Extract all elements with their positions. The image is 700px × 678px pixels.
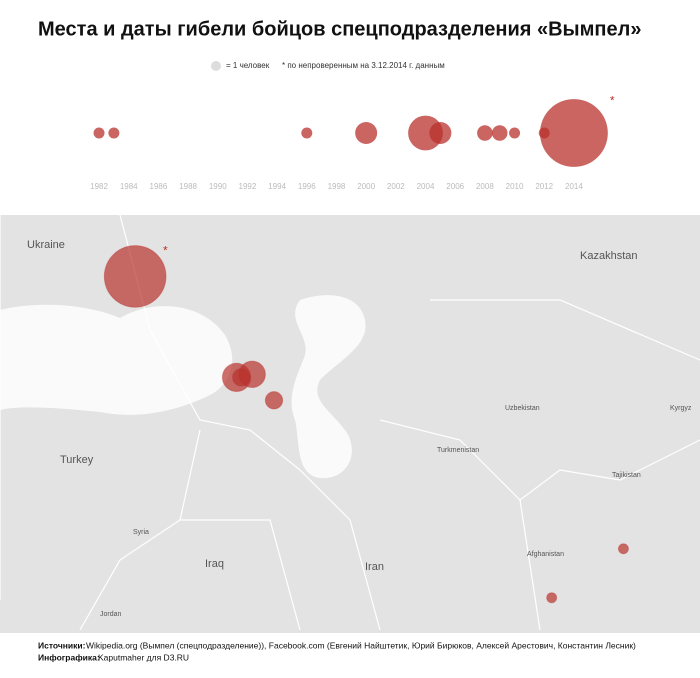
country-label: Iran bbox=[365, 561, 384, 573]
country-label: Iraq bbox=[205, 558, 224, 570]
x-tick-label: 2004 bbox=[417, 182, 435, 191]
country-label: Turkmenistan bbox=[437, 447, 479, 454]
map: Ukraine Kazakhstan Turkey Iraq Iran Afgh… bbox=[0, 214, 700, 633]
timeline: 1982 1984 1986 1988 1990 1992 1994 1996 1998 2000… bbox=[90, 93, 615, 191]
country-label: Uzbekistan bbox=[505, 405, 540, 412]
x-tick-label: 1982 bbox=[90, 182, 108, 191]
bubble bbox=[429, 122, 452, 144]
caspian-sea bbox=[291, 295, 366, 479]
x-tick-label: 2008 bbox=[476, 182, 494, 191]
note: * по непроверенным на 3.12.2014 г. данны… bbox=[282, 61, 445, 70]
country-label: Turkey bbox=[60, 454, 94, 466]
x-tick-label: 1994 bbox=[268, 182, 286, 191]
country-label: Kazakhstan bbox=[580, 250, 637, 262]
bubble bbox=[617, 543, 629, 555]
x-tick-label: 2012 bbox=[535, 182, 553, 191]
bubble bbox=[491, 125, 508, 141]
country-label: Tajikistan bbox=[612, 472, 641, 479]
x-tick-label: 2002 bbox=[387, 182, 405, 191]
x-tick-label: 1984 bbox=[120, 182, 138, 191]
sources-label: Источники: bbox=[38, 640, 86, 650]
title: Места и даты гибели бойцов спецподраздел… bbox=[38, 18, 641, 40]
bubble bbox=[264, 391, 284, 410]
country-label: Kyrgyz bbox=[670, 405, 692, 412]
bubble bbox=[103, 245, 167, 308]
bubble bbox=[355, 122, 378, 144]
credit-label: Инфографика: bbox=[38, 652, 100, 662]
borders bbox=[0, 214, 700, 631]
x-tick-label: 1986 bbox=[150, 182, 168, 191]
bubble bbox=[93, 127, 105, 139]
country-label: Ukraine bbox=[27, 239, 65, 251]
bubble bbox=[540, 99, 608, 167]
credit: Kaputmaher для D3.RU bbox=[98, 652, 189, 662]
bubble bbox=[509, 127, 521, 139]
x-tick-label: 1988 bbox=[179, 182, 197, 191]
x-tick-label: 2014 bbox=[565, 182, 583, 191]
bubble bbox=[301, 127, 313, 139]
country-label: Syria bbox=[133, 529, 149, 536]
note-marker: * bbox=[610, 93, 615, 107]
bubble bbox=[546, 592, 558, 604]
x-tick-label: 1990 bbox=[209, 182, 227, 191]
x-tick-label: 1992 bbox=[239, 182, 257, 191]
note-marker: * bbox=[163, 244, 168, 258]
country-label: Afghanistan bbox=[527, 551, 564, 558]
x-tick-label: 2006 bbox=[446, 182, 464, 191]
bubble bbox=[477, 125, 493, 141]
x-tick-label: 2000 bbox=[357, 182, 375, 191]
bubble bbox=[108, 127, 120, 139]
black-sea bbox=[0, 304, 233, 415]
legend-label: = 1 человек bbox=[226, 61, 270, 70]
x-tick-label: 2010 bbox=[506, 182, 524, 191]
sources: Wikipedia.org (Вымпел (спецподразделение… bbox=[86, 640, 636, 650]
legend-swatch bbox=[211, 61, 221, 71]
bubble bbox=[232, 368, 251, 387]
x-tick-label: 1998 bbox=[328, 182, 346, 191]
country-label: Jordan bbox=[100, 611, 122, 618]
x-tick-label: 1996 bbox=[298, 182, 316, 191]
